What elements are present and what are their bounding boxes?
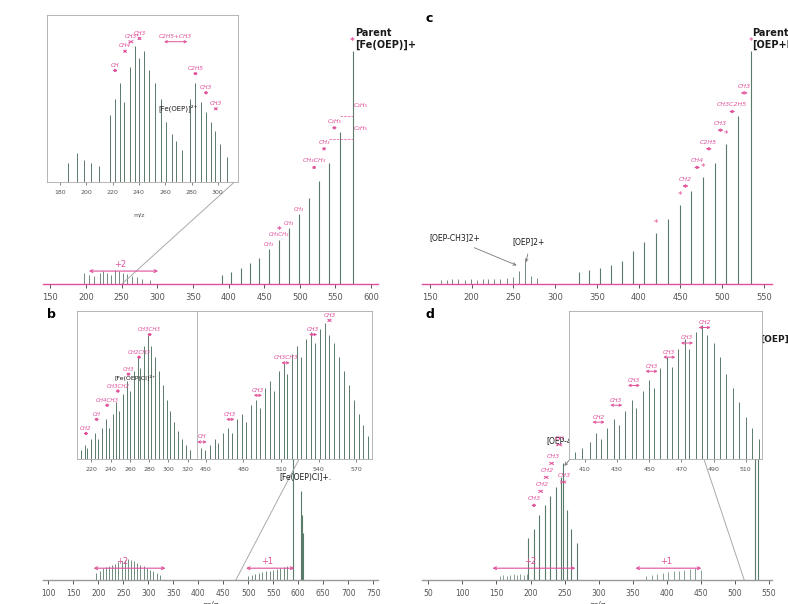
Text: *: *	[701, 163, 705, 172]
X-axis label: m/z: m/z	[203, 304, 219, 313]
Text: [Fe(OEP)Cl]+.: [Fe(OEP)Cl]+.	[279, 473, 331, 482]
Text: [Fe(OEP)]2+: [Fe(OEP)]2+	[147, 403, 195, 412]
Text: [Fe(OEP)Cl]2+: [Fe(OEP)Cl]2+	[111, 389, 165, 398]
Text: +2: +2	[114, 260, 126, 269]
Text: d: d	[425, 308, 434, 321]
Text: CH2: CH2	[536, 482, 548, 487]
Text: b: b	[46, 308, 56, 321]
Text: *: *	[277, 226, 281, 235]
Text: CH3: CH3	[558, 473, 571, 478]
Text: Parent
[Fe(OEP)]+: Parent [Fe(OEP)]+	[355, 28, 416, 50]
Text: CH2: CH2	[541, 468, 554, 473]
Text: *: *	[654, 219, 659, 228]
Text: CH₃CH₃: CH₃CH₃	[303, 158, 325, 163]
Text: [Fe(OEP)]2+: [Fe(OEP)]2+	[127, 117, 173, 126]
Text: *: *	[350, 37, 355, 47]
X-axis label: m/z: m/z	[203, 600, 219, 604]
Text: OH: OH	[554, 435, 564, 440]
Text: CH₃: CH₃	[264, 242, 274, 246]
Text: a: a	[46, 12, 55, 25]
Text: CH₃: CH₃	[318, 140, 330, 144]
X-axis label: m/z: m/z	[589, 600, 605, 604]
Text: +2: +2	[525, 557, 537, 566]
Text: +2: +2	[117, 557, 128, 566]
X-axis label: m/z: m/z	[589, 304, 605, 313]
Text: CH₃: CH₃	[294, 207, 304, 211]
Text: [OEP-CH3]2+: [OEP-CH3]2+	[429, 233, 481, 242]
Text: C₂H₅: C₂H₅	[354, 126, 368, 131]
Text: c: c	[425, 12, 433, 25]
Text: [Fe(OEP)]+: [Fe(OEP)]+	[294, 335, 351, 344]
Text: x10: x10	[151, 312, 165, 320]
Text: +1: +1	[261, 557, 273, 566]
Text: [OEP]+: [OEP]+	[760, 335, 788, 344]
Text: *: *	[724, 130, 729, 140]
Text: CH2: CH2	[678, 177, 692, 182]
Text: [OEP]2+: [OEP]2+	[512, 237, 545, 246]
Text: C₂H₅: C₂H₅	[327, 118, 341, 124]
Text: *: *	[678, 191, 682, 200]
Text: CH3: CH3	[546, 454, 559, 459]
Text: +1: +1	[660, 557, 673, 566]
Text: Parent
[OEP+H]+: Parent [OEP+H]+	[753, 28, 788, 50]
Text: CH3C2H5: CH3C2H5	[717, 102, 747, 108]
Text: CH₃CH₃: CH₃CH₃	[269, 233, 289, 237]
Text: CH4: CH4	[690, 158, 704, 163]
Text: [OEP-4H]+.: [OEP-4H]+.	[712, 366, 755, 375]
Text: CH3: CH3	[738, 84, 751, 89]
Text: CH3: CH3	[714, 121, 727, 126]
Text: x10: x10	[555, 312, 569, 320]
Text: [OEP-4H]2+: [OEP-4H]2+	[547, 435, 592, 445]
Text: *: *	[749, 37, 753, 47]
Text: C2H5: C2H5	[701, 140, 717, 144]
Text: C₂H₅: C₂H₅	[354, 103, 368, 108]
Text: CH₃: CH₃	[284, 220, 294, 226]
Text: CH3: CH3	[527, 496, 541, 501]
